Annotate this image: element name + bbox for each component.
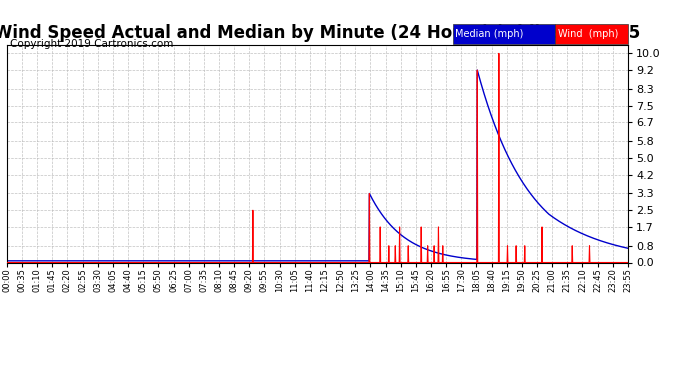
Text: Wind  (mph): Wind (mph): [558, 29, 618, 39]
Title: Wind Speed Actual and Median by Minute (24 Hours) (Old) 20190205: Wind Speed Actual and Median by Minute (…: [0, 24, 640, 42]
Text: Copyright 2019 Cartronics.com: Copyright 2019 Cartronics.com: [10, 39, 174, 50]
Text: Median (mph): Median (mph): [455, 29, 524, 39]
